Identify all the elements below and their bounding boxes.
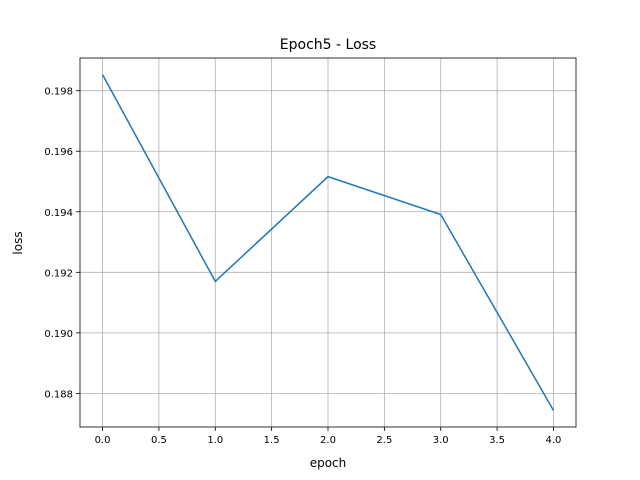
x-tick-label: 1.0 — [207, 435, 223, 446]
plot-frame — [79, 57, 577, 428]
x-tick-label: 1.5 — [264, 435, 280, 446]
y-tick-label: 0.192 — [44, 268, 73, 279]
x-tick-label: 2.0 — [320, 435, 336, 446]
x-tick-label: 0.5 — [151, 435, 167, 446]
x-tick-label: 0.0 — [95, 435, 111, 446]
x-tick-label: 2.5 — [376, 435, 392, 446]
x-tick-label: 3.5 — [489, 435, 505, 446]
y-tick-label: 0.198 — [44, 87, 73, 98]
y-tick-label: 0.188 — [44, 389, 73, 400]
x-tick-label: 3.0 — [433, 435, 449, 446]
data-line — [101, 74, 555, 411]
y-axis-label: loss — [11, 231, 25, 254]
x-tick-label: 4.0 — [546, 435, 562, 446]
chart-title: Epoch5 - Loss — [280, 37, 376, 53]
y-tick-label: 0.194 — [44, 208, 73, 219]
x-axis-label: epoch — [310, 456, 347, 470]
y-tick-label: 0.190 — [44, 329, 73, 340]
y-tick-label: 0.196 — [44, 147, 73, 158]
